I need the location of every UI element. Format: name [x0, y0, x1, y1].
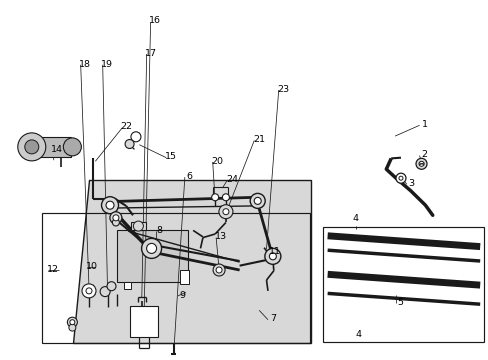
Circle shape — [86, 288, 92, 294]
Circle shape — [102, 197, 118, 214]
Circle shape — [110, 212, 122, 224]
Text: 7: 7 — [269, 314, 275, 323]
Circle shape — [216, 267, 222, 273]
Circle shape — [70, 320, 75, 325]
Text: 13: 13 — [215, 233, 227, 242]
Bar — [322, 227, 483, 342]
Circle shape — [254, 197, 261, 204]
Circle shape — [106, 201, 114, 209]
Circle shape — [125, 140, 134, 149]
Circle shape — [219, 205, 232, 219]
Text: 3: 3 — [407, 179, 414, 188]
Circle shape — [69, 324, 76, 331]
Text: 16: 16 — [149, 17, 161, 26]
Text: 4: 4 — [355, 330, 361, 339]
Circle shape — [142, 238, 161, 258]
Circle shape — [131, 132, 141, 142]
Circle shape — [211, 194, 218, 201]
Text: 21: 21 — [253, 135, 265, 144]
Text: 1: 1 — [421, 120, 427, 129]
Circle shape — [398, 176, 402, 180]
Bar — [131, 222, 145, 230]
Polygon shape — [29, 137, 71, 157]
Circle shape — [133, 221, 143, 231]
Text: 5: 5 — [396, 298, 402, 307]
Circle shape — [418, 161, 423, 166]
Bar — [41, 213, 309, 343]
Text: 24: 24 — [225, 175, 238, 184]
Bar — [123, 282, 131, 289]
Circle shape — [63, 138, 81, 156]
Text: 10: 10 — [85, 262, 98, 271]
Text: 8: 8 — [156, 226, 162, 235]
Circle shape — [223, 209, 228, 215]
Text: 23: 23 — [277, 85, 289, 94]
Text: 14: 14 — [51, 145, 63, 154]
Text: 18: 18 — [79, 60, 91, 69]
Circle shape — [213, 264, 224, 276]
Text: 6: 6 — [186, 172, 192, 181]
Text: 9: 9 — [179, 291, 185, 300]
Circle shape — [222, 194, 229, 201]
Circle shape — [250, 193, 264, 208]
Text: 19: 19 — [101, 60, 113, 69]
Text: 12: 12 — [46, 265, 59, 274]
Text: 20: 20 — [211, 157, 223, 166]
Text: 2: 2 — [421, 150, 427, 159]
Bar — [129, 306, 158, 337]
Circle shape — [67, 317, 77, 327]
Bar — [180, 270, 188, 284]
Text: 4: 4 — [352, 214, 358, 223]
Text: 15: 15 — [164, 152, 177, 161]
Circle shape — [82, 284, 96, 298]
Circle shape — [100, 287, 110, 297]
Circle shape — [146, 243, 156, 253]
Circle shape — [269, 253, 276, 260]
Text: 22: 22 — [121, 122, 133, 131]
Circle shape — [113, 215, 119, 221]
Circle shape — [264, 248, 280, 264]
Text: 17: 17 — [145, 49, 157, 58]
Circle shape — [415, 158, 426, 169]
Circle shape — [25, 140, 39, 154]
Circle shape — [18, 133, 46, 161]
Polygon shape — [73, 180, 310, 343]
Text: 11: 11 — [268, 248, 281, 256]
Bar — [117, 230, 188, 282]
Circle shape — [107, 282, 116, 291]
Circle shape — [395, 173, 405, 183]
Circle shape — [112, 219, 119, 226]
